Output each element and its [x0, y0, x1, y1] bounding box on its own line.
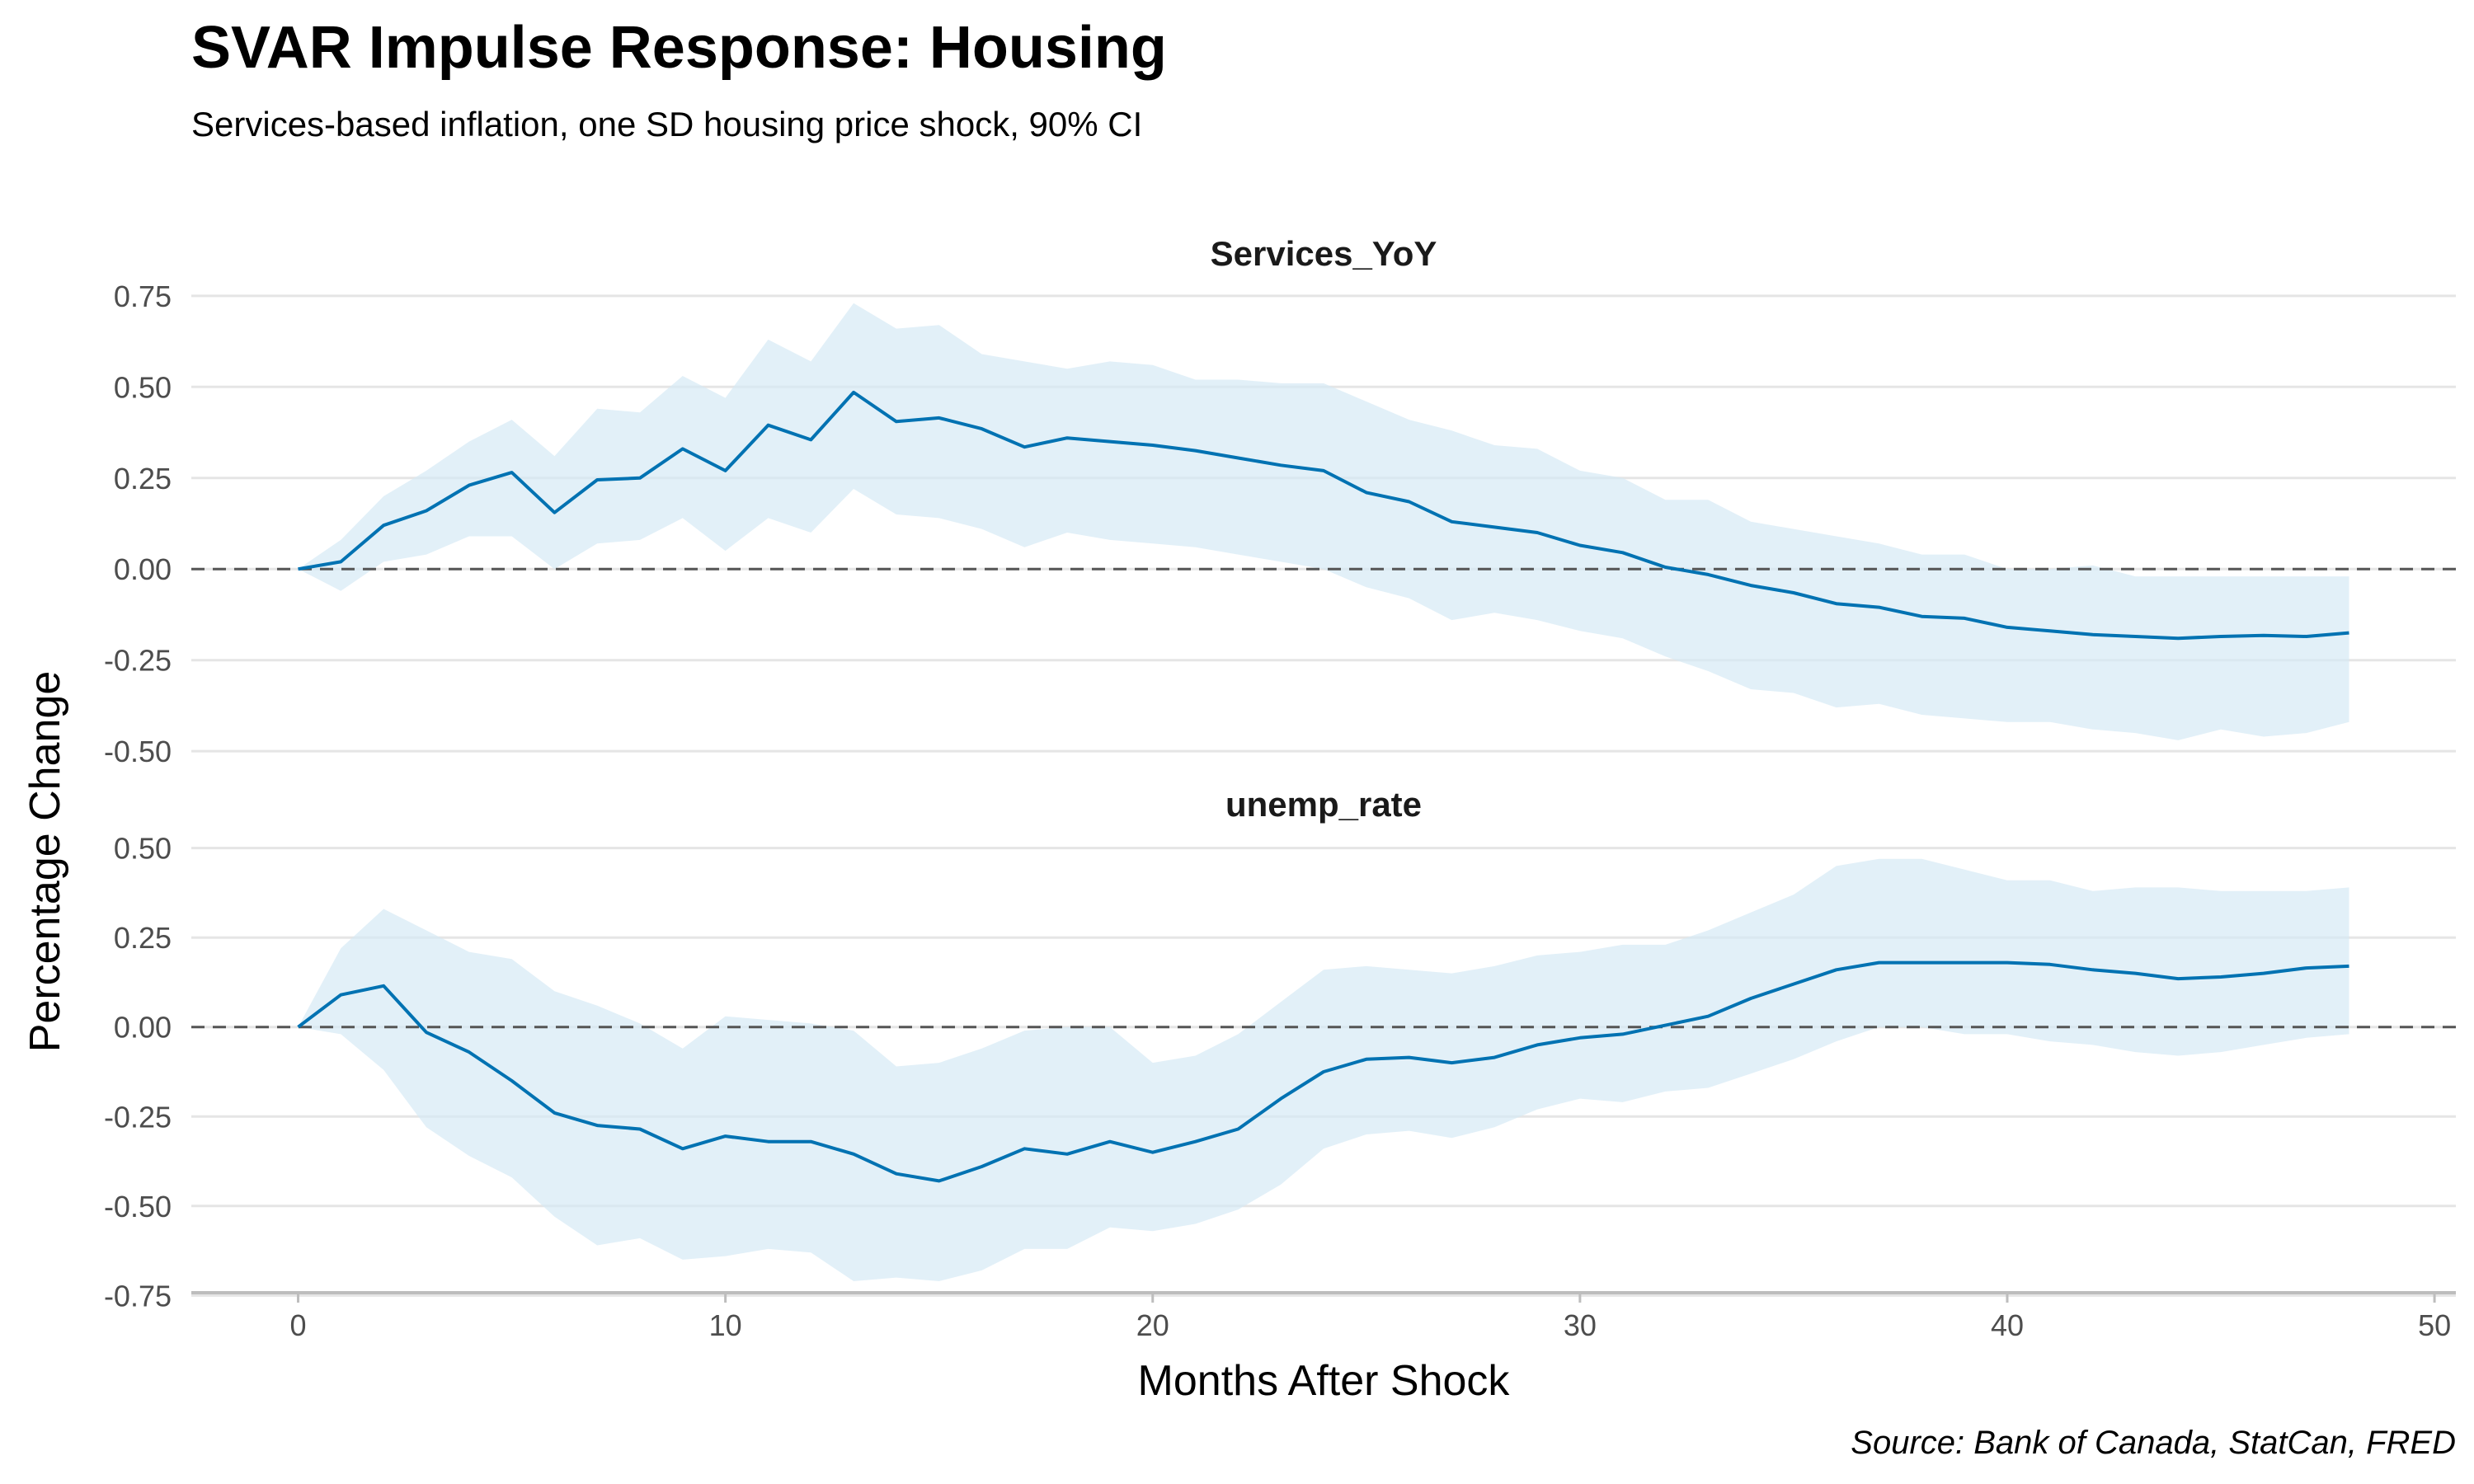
y-tick-label: 0.00 — [114, 1011, 172, 1045]
y-axis-label: Percentage Change — [21, 671, 69, 1053]
x-tick-label: 10 — [709, 1308, 742, 1342]
y-tick-label: -0.50 — [104, 1190, 172, 1223]
x-tick-label: 20 — [1136, 1308, 1169, 1342]
panel-unemp-rate: unemp_rate -0.75 -0.50 -0.25 0.00 0.25 0.50 — [104, 785, 2456, 1313]
x-tick-label: 30 — [1564, 1308, 1597, 1342]
x-axis: 0 10 20 30 40 50 — [191, 1291, 2456, 1342]
y-tick-label: 0.25 — [114, 462, 172, 495]
y-tick-label: -0.75 — [104, 1279, 172, 1313]
y-tick-label: -0.25 — [104, 1100, 172, 1134]
y-tick-label: 0.00 — [114, 552, 172, 586]
panel-strip-label: Services_YoY — [1211, 234, 1437, 273]
panel-services-yoy: Services_YoY -0.50 -0.25 0.00 0.25 0.50 0.75 — [104, 234, 2456, 768]
estimate-line — [298, 390, 2349, 641]
estimate-line — [297, 960, 2349, 1183]
chart-subtitle: Services-based inflation, one SD housing… — [191, 105, 1142, 143]
x-tick-label: 50 — [2418, 1308, 2451, 1342]
chart-caption: Source: Bank of Canada, StatCan, FRED — [1851, 1425, 2456, 1461]
confidence-band — [298, 303, 2349, 740]
x-tick-label: 40 — [1991, 1308, 2024, 1342]
y-tick-label: 0.25 — [114, 921, 172, 955]
panel-strip-label: unemp_rate — [1225, 785, 1422, 824]
y-tick-label: 0.50 — [114, 832, 172, 866]
confidence-band — [298, 858, 2349, 1281]
x-axis-label: Months After Shock — [1138, 1357, 1511, 1405]
chart-title: SVAR Impulse Response: Housing — [191, 15, 1167, 81]
y-tick-label: 0.50 — [114, 370, 172, 404]
x-tick-label: 0 — [290, 1308, 307, 1342]
y-tick-label: 0.75 — [114, 279, 172, 313]
y-tick-label: -0.50 — [104, 735, 172, 768]
y-tick-label: -0.25 — [104, 644, 172, 678]
